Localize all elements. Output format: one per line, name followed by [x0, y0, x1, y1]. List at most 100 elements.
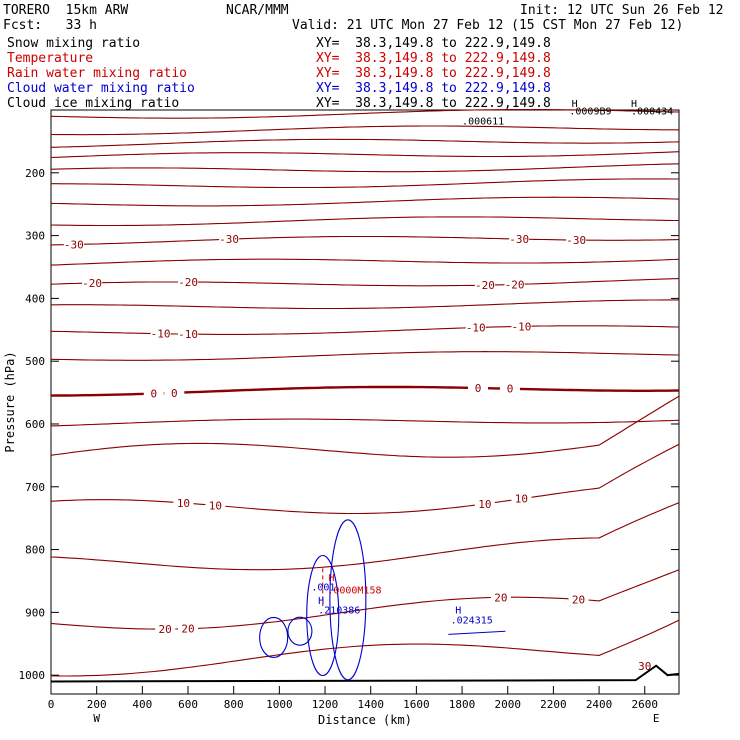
- isotherm: [50, 325, 680, 335]
- field-xy: XY= 38.3,149.8 to 222.9,149.8: [316, 36, 551, 51]
- isotherm-label: 0: [171, 387, 178, 400]
- y-tick-label: 1000: [19, 669, 46, 682]
- isotherm: [50, 138, 680, 148]
- isotherm: [50, 443, 680, 515]
- isotherm: [50, 502, 680, 571]
- isotherm-label-bg: [178, 275, 199, 288]
- x-tick-label: 1000: [266, 698, 293, 711]
- model-title: TORERO 15km ARW: [3, 3, 129, 18]
- field-name: Cloud ice mixing ratio: [7, 96, 180, 111]
- isotherm: [50, 216, 679, 227]
- isotherm-label-bg: [155, 623, 176, 636]
- forecast-hour: Fcst: 33 h: [3, 18, 97, 33]
- y-tick-label: 900: [25, 606, 45, 619]
- x-axis-label: Distance (km): [318, 713, 412, 727]
- isotherm: [50, 163, 680, 173]
- isotherm: [51, 299, 679, 310]
- isotherm-label: -20: [82, 277, 102, 290]
- isotherm: [50, 418, 680, 427]
- isotherm-label: 20: [181, 623, 194, 636]
- y-tick-label: 800: [25, 544, 45, 557]
- isotherm-label: 10: [177, 497, 190, 510]
- contour-annotation: .210386: [318, 606, 360, 617]
- x-tick-label: 600: [178, 698, 198, 711]
- isotherm-label: 0: [475, 382, 482, 395]
- isotherm-label: 0: [150, 388, 157, 401]
- terrain-line: [50, 664, 680, 683]
- y-tick-label: 500: [25, 355, 45, 368]
- isotherm-label-bg: [474, 497, 495, 510]
- y-tick-label: 600: [25, 418, 45, 431]
- isotherm-label: -30: [219, 233, 239, 246]
- isotherm-label: -20: [475, 279, 495, 292]
- x-tick-label: 400: [132, 698, 152, 711]
- contour-annotation: H: [328, 573, 334, 584]
- isotherm-label-bg: [205, 499, 226, 512]
- isotherm-label-bg: [566, 234, 587, 247]
- x-tick-label: 1600: [403, 698, 430, 711]
- field-name: Snow mixing ratio: [7, 36, 141, 51]
- isotherm-label-bg: [178, 622, 199, 635]
- x-tick-label: 800: [224, 698, 244, 711]
- west-end-label: W: [93, 712, 100, 725]
- cloud-water-contour: [287, 616, 313, 646]
- isotherm: [50, 278, 680, 287]
- field-xy: XY= 38.3,149.8 to 222.9,149.8: [316, 96, 551, 111]
- init-time: Init: 12 UTC Sun 26 Feb 12: [520, 3, 724, 18]
- isotherm-label-bg: [143, 387, 164, 400]
- isotherm: [50, 109, 680, 119]
- isotherm-label-bg: [173, 496, 194, 509]
- isotherm-label: 0: [507, 383, 514, 396]
- contour-annotation: .000434: [631, 106, 673, 117]
- isotherm-label: -30: [509, 233, 529, 246]
- x-tick-label: 200: [87, 698, 107, 711]
- isotherm-label-bg: [178, 328, 199, 341]
- x-tick-label: 1400: [357, 698, 384, 711]
- x-tick-label: 2400: [586, 698, 613, 711]
- field-name: Rain water mixing ratio: [7, 66, 188, 81]
- field-xy: XY= 38.3,149.8 to 222.9,149.8: [316, 51, 551, 66]
- contour-annotation: .001: [311, 582, 335, 593]
- isotherm-label-bg: [63, 238, 84, 251]
- x-tick-label: 2000: [494, 698, 521, 711]
- contour-annotation: H: [572, 99, 578, 110]
- isotherm: [50, 395, 680, 458]
- isotherm-label: 10: [209, 499, 222, 512]
- isotherm-label-bg: [490, 591, 511, 604]
- contour-annotation: .0000M158: [327, 586, 381, 597]
- cloud-water-contour: [448, 630, 506, 635]
- isotherm-label: 10: [478, 498, 491, 511]
- isotherm: [50, 125, 679, 136]
- isotherm: [50, 351, 680, 361]
- contour-annotation: H: [318, 596, 324, 607]
- contour-annotation: .000611: [462, 116, 504, 127]
- isotherm-label-bg: [82, 276, 103, 289]
- isotherm: [50, 196, 680, 207]
- isotherm-label-bg: [500, 382, 521, 395]
- cloud-water-contour: [259, 616, 289, 659]
- x-tick-label: 0: [48, 698, 55, 711]
- contour-annotation: H: [631, 99, 637, 110]
- isotherm-label: -20: [505, 278, 525, 291]
- isotherm-label: 10: [515, 493, 528, 506]
- y-tick-label: 200: [25, 167, 45, 180]
- field-name: Cloud water mixing ratio: [7, 81, 195, 96]
- east-end-label: E: [653, 712, 660, 725]
- y-tick-label: 400: [25, 292, 45, 305]
- field-xy: XY= 38.3,149.8 to 222.9,149.8: [316, 66, 551, 81]
- isotherm-label-bg: [164, 386, 185, 399]
- isotherm-label-bg: [504, 278, 525, 291]
- isotherm-label: 30: [638, 660, 651, 673]
- cloud-water-contour: [329, 519, 367, 681]
- isotherm-label-bg: [568, 593, 589, 606]
- isotherm-label: 20: [159, 623, 172, 636]
- isotherm: [51, 178, 679, 189]
- isotherm-label-bg: [511, 492, 532, 505]
- contour-annotation: .0009B9: [569, 106, 611, 117]
- isotherm-label-bg: [468, 381, 489, 394]
- x-tick-label: 1200: [312, 698, 339, 711]
- valid-time: Valid: 21 UTC Mon 27 Feb 12 (15 CST Mon …: [292, 18, 684, 33]
- isotherm-label-bg: [509, 233, 530, 246]
- isotherm-label-bg: [219, 233, 240, 246]
